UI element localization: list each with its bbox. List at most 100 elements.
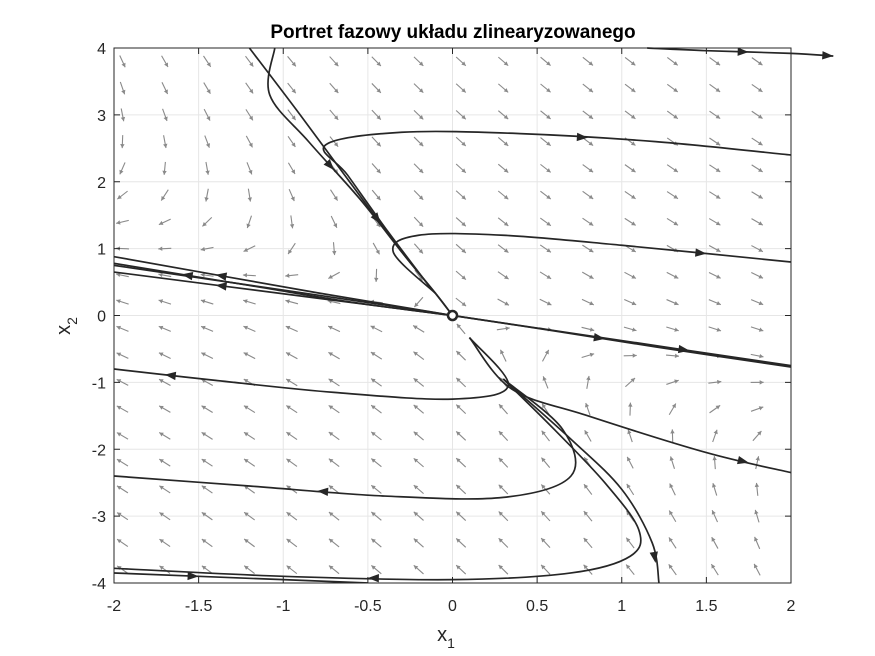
vector-arrowhead [461,221,466,227]
vector-arrowhead [158,272,163,278]
vector-arrowhead [376,88,381,93]
vector-arrowhead [286,405,291,410]
vector-arrowhead [584,430,589,435]
vector-arrowhead [418,115,424,120]
vector-arrowhead [757,61,763,66]
vector-arrowhead [328,538,334,544]
vector-arrowhead [630,141,636,146]
vector-arrowhead [418,88,424,93]
vector-arrowhead [673,87,678,92]
vector-arrowhead [456,484,461,490]
vector-arrowhead [712,483,717,488]
x-axis-label: x1 [437,624,455,651]
vector-arrowhead [243,405,249,410]
vector-arrowhead [542,403,547,409]
vector-arrowhead [249,88,254,94]
vector-arrowhead [754,563,758,569]
vector-arrowhead [413,325,418,330]
vector-arrowhead [503,168,509,173]
vector-arrowhead [116,432,122,437]
vector-arrowhead [669,456,674,461]
vector-arrowhead [588,194,594,199]
y-tick-label: -1 [92,375,106,392]
vector-arrowhead [631,248,636,252]
vector-arrowhead [583,564,588,570]
vector-arrowhead [715,194,721,199]
vector-arrowhead [461,114,466,120]
vector-arrowhead [290,196,295,202]
trajectory-arrowhead [164,371,177,381]
trajectory-line [114,378,577,500]
vector-arrowhead [328,378,334,383]
trajectory-arrowhead [822,51,834,60]
overflow-trajectory [647,47,834,60]
vector-arrowhead [711,537,716,542]
vector-arrowhead [413,431,419,436]
tick-marks [113,47,792,584]
vector-arrowhead [413,458,419,463]
vector-arrowhead [117,194,122,200]
vector-arrowhead [332,250,337,256]
x-tick-label: 1.5 [695,598,717,615]
vector-arrowhead [456,511,461,517]
vector-arrowhead [673,167,678,173]
vector-arrowhead [544,349,549,355]
vector-arrowhead [163,143,168,149]
vector-arrowhead [546,141,551,146]
vector-arrowhead [243,247,249,252]
vector-arrowhead [498,484,504,490]
vector-arrowhead [631,194,636,199]
vector-arrowhead [206,62,211,67]
vector-arrowhead [715,405,721,410]
vector-arrowhead [120,116,126,122]
vector-arrowhead [716,327,722,332]
vector-arrowhead [668,537,673,543]
vector-arrowhead [371,511,376,517]
vector-arrowhead [116,352,122,357]
vector-arrowhead [626,537,631,543]
vector-arrowhead [627,456,632,462]
vector-arrowhead [755,456,760,461]
vector-arrowhead [541,430,546,436]
vector-arrowhead [754,482,760,488]
vector-arrowhead [243,352,249,357]
x-tick-label: -2 [107,598,121,615]
vector-arrowhead [505,326,510,331]
trajectory-arrowhead [649,551,658,563]
vector-arrowhead [285,325,291,330]
vector-arrowhead [204,197,209,202]
vector-arrowhead [161,196,166,201]
vector-arrowhead [328,458,334,463]
vector-arrowhead [630,378,636,383]
vector-arrowhead [200,246,206,252]
vector-arrowhead [715,247,721,252]
y-tick-label: 3 [97,108,106,125]
vector-arrowhead [711,510,716,515]
vector-arrowhead [716,274,721,279]
vector-arrowhead [758,167,763,172]
trajectory [114,271,453,317]
y-tick-label: 4 [97,41,106,58]
vector-arrowhead [376,115,381,120]
vector-arrowhead [286,458,291,463]
vector-arrowhead [588,168,594,173]
vector-arrowhead [757,430,762,436]
vector-arrowhead [116,220,121,225]
vector-arrowhead [546,301,552,306]
vector-arrowhead [286,485,292,490]
vector-arrowhead [247,197,252,202]
vector-arrowhead [371,378,376,383]
vector-arrowhead [503,114,509,120]
vector-arrowhead [163,89,168,94]
vector-arrowhead [289,224,295,229]
trajectory [468,337,791,474]
trajectory-line [114,271,453,317]
vector-arrowhead [546,114,551,119]
vector-arrowhead [758,221,763,226]
vector-arrowhead [286,512,292,517]
x-axis-label-base: x [437,624,447,646]
y-axis-label-subscript: 2 [64,317,80,325]
vector-arrowhead [418,222,424,227]
y-tick-label: 2 [97,175,106,192]
vector-arrowhead [333,142,339,147]
